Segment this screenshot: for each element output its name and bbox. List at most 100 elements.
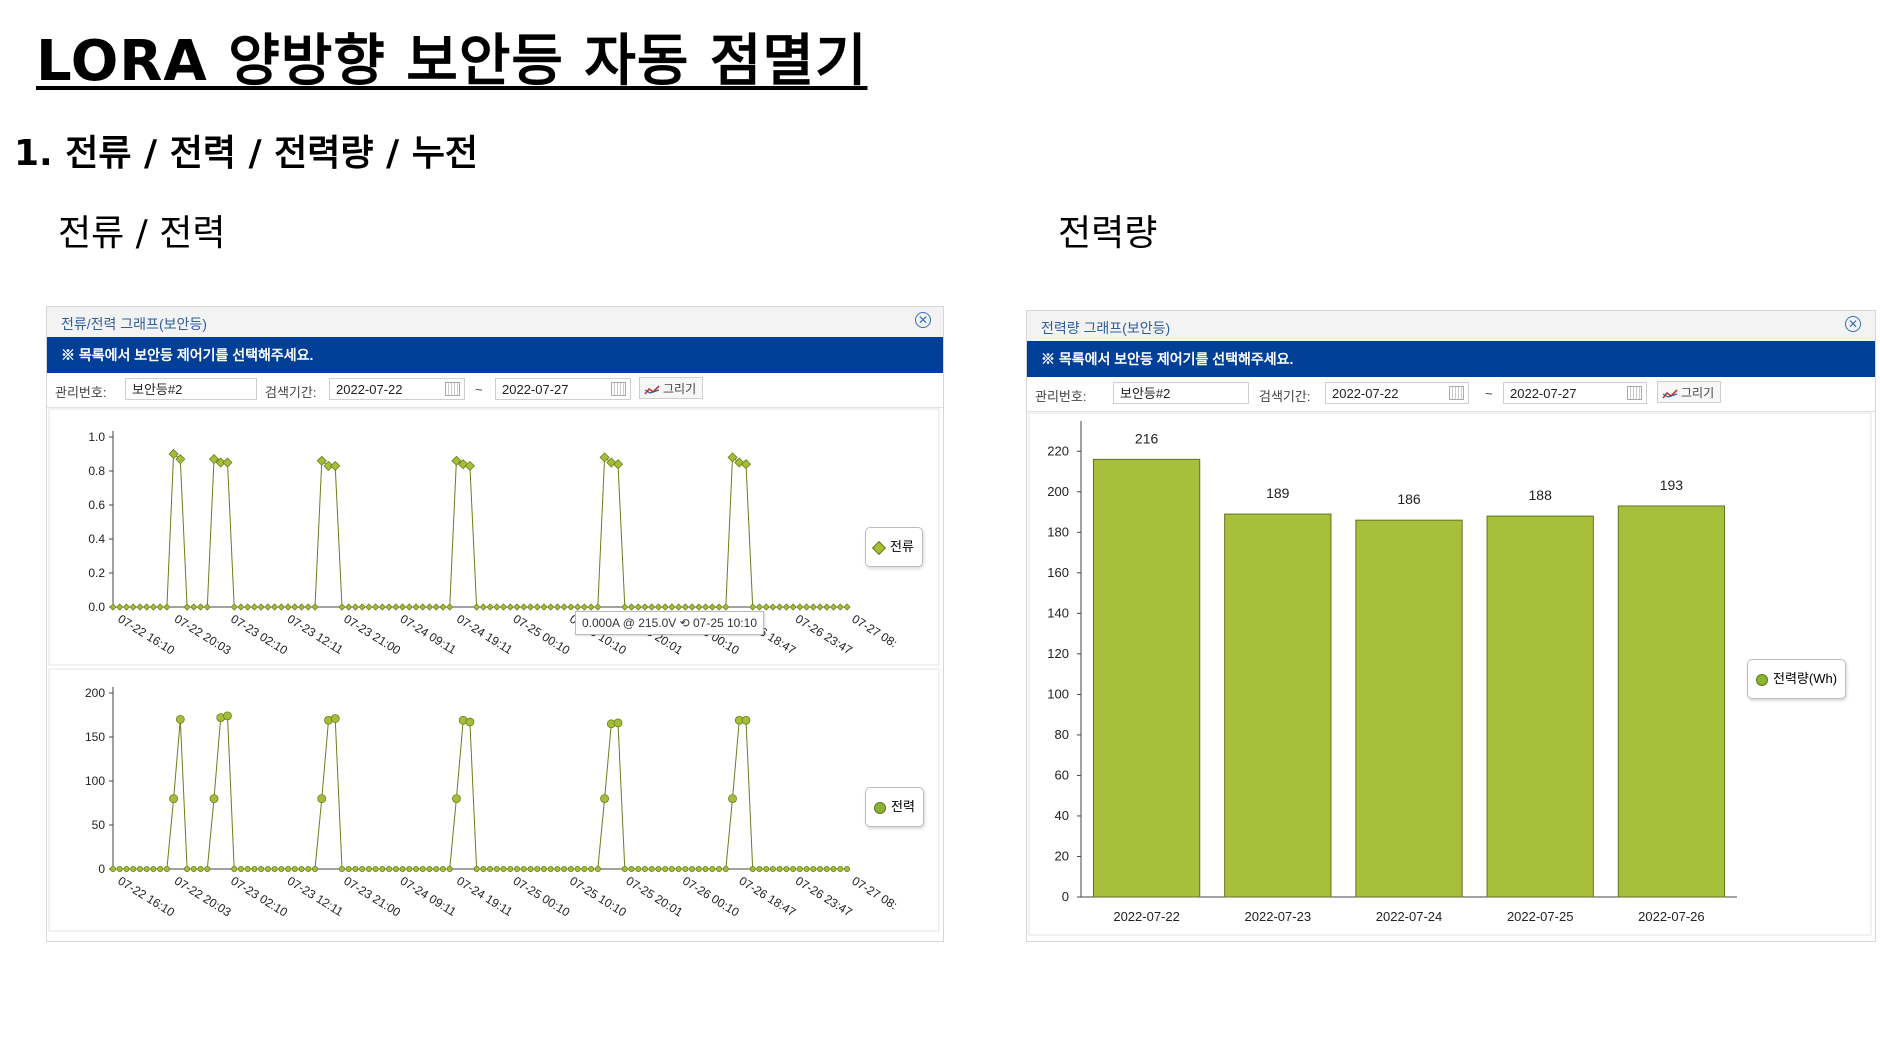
data-point	[634, 603, 642, 611]
data-point	[520, 603, 528, 611]
data-point	[284, 603, 292, 611]
date-to-value: 2022-07-27	[1510, 386, 1577, 401]
data-point	[230, 603, 238, 611]
data-point	[843, 603, 851, 611]
data-point	[500, 603, 508, 611]
energy-panel: 전력량 그래프(보안등) ✕ ※ 목록에서 보안등 제어기를 선택해주세요. 관…	[1026, 310, 1876, 942]
data-point	[480, 865, 487, 872]
data-point	[655, 865, 662, 872]
data-point	[662, 865, 669, 872]
data-point	[727, 452, 738, 463]
legend-current[interactable]: 전류	[865, 527, 923, 567]
id-field[interactable]: 보안등#2	[125, 378, 257, 400]
data-point	[533, 603, 541, 611]
data-point	[197, 865, 204, 872]
x-tick-label: 2022-07-26	[1638, 909, 1705, 924]
y-tick-label: 160	[1047, 565, 1069, 580]
legend-current-label: 전류	[890, 539, 914, 554]
data-point	[223, 711, 232, 721]
data-point	[675, 603, 683, 611]
y-tick-label: 150	[85, 730, 105, 744]
data-point	[143, 603, 151, 611]
date-to-field[interactable]: 2022-07-27	[495, 378, 631, 400]
data-point	[682, 865, 689, 872]
close-icon[interactable]: ✕	[915, 312, 931, 328]
date-from-field[interactable]: 2022-07-22	[329, 378, 465, 400]
data-point	[526, 603, 535, 611]
data-point	[413, 865, 420, 872]
circle-marker-icon	[1756, 673, 1768, 686]
data-point	[613, 718, 623, 728]
legend-power[interactable]: 전력	[865, 787, 924, 827]
draw-button[interactable]: 그리기	[1657, 381, 1722, 403]
x-tick-label: 2022-07-22	[1113, 909, 1180, 924]
date-to-field[interactable]: 2022-07-27	[1503, 382, 1647, 404]
data-point	[641, 865, 648, 872]
data-point	[157, 865, 164, 872]
date-from-field[interactable]: 2022-07-22	[1325, 382, 1469, 404]
data-point	[560, 603, 568, 611]
period-label: 검색기간:	[265, 385, 317, 400]
data-point	[547, 603, 555, 611]
data-point	[439, 865, 446, 872]
data-point	[689, 865, 696, 872]
data-point	[365, 603, 373, 611]
data-point	[668, 603, 676, 611]
data-point	[722, 865, 729, 872]
data-point	[271, 865, 278, 872]
data-point	[688, 603, 696, 611]
data-point	[809, 603, 817, 611]
data-point	[540, 603, 548, 611]
draw-button[interactable]: 그리기	[639, 377, 704, 399]
data-point	[323, 460, 334, 471]
data-point	[244, 603, 252, 611]
data-point	[695, 865, 702, 872]
y-tick-label: 0.0	[88, 600, 105, 614]
calendar-icon[interactable]	[1627, 386, 1642, 400]
data-point	[722, 603, 730, 611]
data-point	[769, 603, 777, 611]
y-tick-label: 0.8	[88, 464, 105, 478]
id-field[interactable]: 보안등#2	[1113, 382, 1249, 404]
circle-marker-icon	[874, 801, 886, 814]
data-point	[635, 865, 642, 872]
calendar-icon[interactable]	[445, 382, 460, 396]
data-point	[116, 603, 124, 611]
y-tick-label: 0	[98, 862, 105, 876]
data-point	[399, 865, 406, 872]
data-point	[439, 603, 447, 611]
calendar-icon[interactable]	[611, 382, 626, 396]
data-point	[190, 603, 198, 611]
data-point	[311, 603, 319, 611]
right-caption: 전력량	[1058, 213, 1158, 254]
data-point	[547, 865, 554, 872]
data-point	[196, 603, 205, 611]
tilde: ~	[475, 382, 483, 397]
power-plot-frame	[48, 668, 940, 932]
data-point	[553, 603, 562, 611]
data-point	[264, 603, 272, 611]
data-point	[823, 603, 831, 611]
data-point	[668, 865, 675, 872]
data-point	[702, 603, 710, 611]
data-point	[473, 603, 481, 611]
data-point	[209, 794, 219, 804]
legend-energy[interactable]: 전력량(Wh)	[1747, 659, 1847, 699]
y-tick-label: 60	[1055, 767, 1069, 782]
date-from-value: 2022-07-22	[336, 382, 403, 397]
data-point	[681, 603, 689, 611]
id-label: 관리번호:	[1035, 389, 1087, 404]
search-toolbar: 관리번호: 보안등#2 검색기간: 2022-07-22 ~ 2022-07-2…	[1027, 377, 1875, 412]
data-point	[298, 865, 305, 872]
data-point	[351, 603, 359, 611]
data-point	[749, 603, 757, 611]
data-point	[728, 794, 737, 804]
close-icon[interactable]: ✕	[1845, 316, 1861, 332]
calendar-icon[interactable]	[1449, 386, 1464, 400]
data-point	[716, 865, 723, 872]
y-tick-label: 20	[1055, 848, 1069, 863]
draw-label: 그리기	[1681, 386, 1715, 400]
y-tick-label: 180	[1047, 524, 1069, 539]
data-point	[412, 603, 420, 611]
data-point	[486, 603, 494, 611]
